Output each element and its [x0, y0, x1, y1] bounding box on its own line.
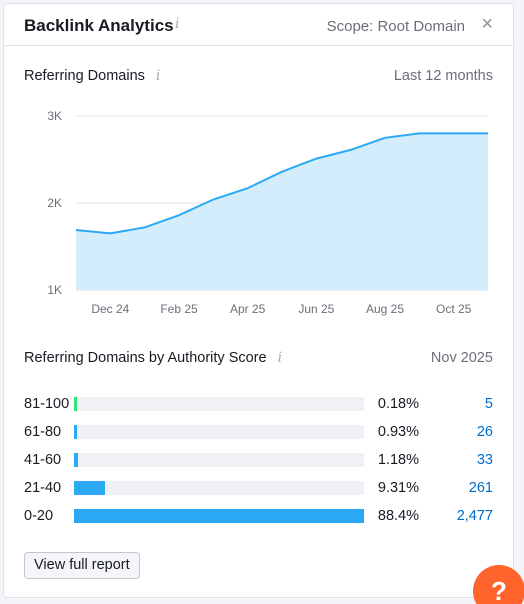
x-tick-label: Apr 25: [230, 302, 266, 316]
x-tick-label: Dec 24: [91, 302, 129, 316]
scope-label[interactable]: Scope: Root Domain: [326, 18, 465, 35]
percent-value: 88.4%: [377, 508, 419, 524]
domain-count-link[interactable]: 261: [468, 480, 493, 496]
score-range-label: 21-40: [24, 480, 62, 496]
bar-track: [74, 453, 364, 467]
domain-count-link[interactable]: 26: [476, 424, 493, 440]
info-icon[interactable]: i: [155, 68, 161, 84]
widget-header: Backlink Analytics i Scope: Root Domain …: [4, 4, 513, 46]
area-fill: [76, 133, 488, 290]
percent-value: 0.93%: [377, 424, 419, 440]
authority-title: Referring Domains by Authority Score i: [24, 350, 282, 366]
domain-count-link[interactable]: 2,477: [456, 508, 493, 524]
authority-row: 0-20 88.4% 2,477: [4, 506, 513, 526]
authority-row: 61-80 0.93% 26: [4, 422, 513, 442]
authority-date: Nov 2025: [430, 350, 493, 366]
series-line: [75, 132, 488, 235]
info-icon[interactable]: i: [175, 16, 180, 32]
bar-track: [74, 509, 364, 523]
bar-track: [74, 481, 364, 495]
x-tick-label: Feb 25: [160, 302, 198, 316]
x-tick-label: Jun 25: [298, 302, 334, 316]
score-range-label: 61-80: [24, 424, 62, 440]
widget-title: Backlink Analytics: [24, 16, 174, 35]
authority-row: 41-60 1.18% 33: [4, 450, 513, 470]
bar-track: [74, 425, 364, 439]
close-icon[interactable]: ×: [481, 13, 493, 35]
y-tick-label: 3K: [47, 109, 62, 123]
percent-value: 9.31%: [377, 480, 419, 496]
authority-label: Referring Domains by Authority Score: [24, 350, 267, 366]
referring-domains-chart: 3K 2K 1K Dec 24 Feb 25 Apr 25 Jun 25 Aug 25 Oct…: [47, 109, 488, 316]
bar-fill: [74, 425, 78, 439]
domain-count-link[interactable]: 5: [484, 396, 493, 412]
backlink-analytics-widget: Backlink Analytics i Scope: Root Domain …: [3, 3, 514, 598]
period-label: Last 12 months: [393, 68, 493, 84]
view-full-report-button[interactable]: View full report: [24, 552, 140, 579]
x-tick-label: Aug 25: [366, 302, 404, 316]
referring-domains-title: Referring Domains i: [24, 68, 160, 84]
authority-row: 21-40 9.31% 261: [4, 478, 513, 498]
help-button[interactable]: ?: [473, 565, 524, 604]
x-tick-label: Oct 25: [436, 302, 472, 316]
bar-fill: [74, 397, 77, 411]
score-range-label: 41-60: [24, 452, 62, 468]
bar-fill: [74, 481, 105, 495]
score-range-label: 81-100: [24, 396, 70, 412]
info-icon[interactable]: i: [277, 350, 283, 366]
bar-fill: [74, 509, 364, 523]
score-range-label: 0-20: [24, 508, 54, 524]
referring-domains-label: Referring Domains: [24, 68, 145, 84]
domain-count-link[interactable]: 33: [476, 452, 493, 468]
percent-value: 0.18%: [377, 396, 419, 412]
bar-track: [74, 397, 364, 411]
y-tick-label: 2K: [47, 196, 62, 210]
bar-fill: [74, 453, 78, 467]
percent-value: 1.18%: [377, 452, 419, 468]
authority-row: 81-100 0.18% 5: [4, 394, 513, 414]
y-tick-label: 1K: [47, 283, 62, 297]
